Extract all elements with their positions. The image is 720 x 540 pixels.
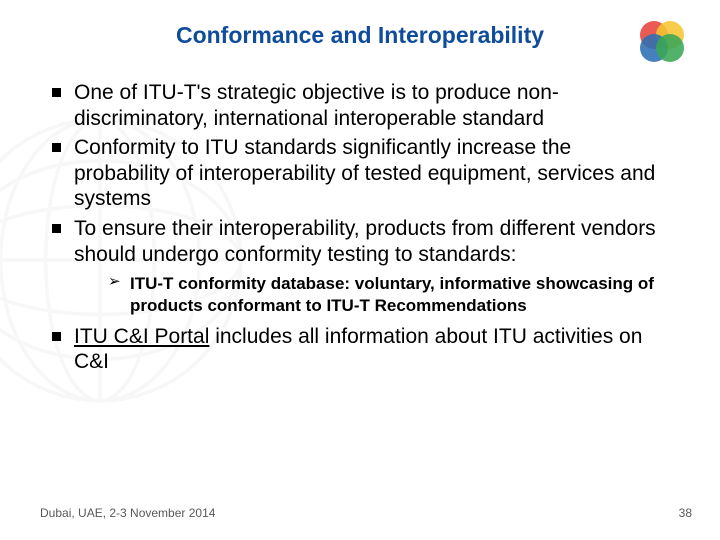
bullet-list: One of ITU-T's strategic objective is to…: [50, 80, 672, 375]
bullet-item: To ensure their interoperability, produc…: [50, 216, 672, 316]
slide-title: Conformance and Interoperability: [0, 22, 720, 49]
slide: Conformance and Interoperability One of …: [0, 0, 720, 540]
bullet-item: Conformity to ITU standards significantl…: [50, 135, 672, 212]
venn-logo-icon: [632, 18, 692, 64]
page-number: 38: [679, 506, 692, 520]
bullet-text: One of ITU-T's strategic objective is to…: [74, 81, 559, 130]
bullet-text: Conformity to ITU standards significantl…: [74, 136, 655, 210]
sub-bullet-item: ITU-T conformity database: voluntary, in…: [108, 273, 672, 316]
footer-location-date: Dubai, UAE, 2-3 November 2014: [40, 506, 215, 520]
bullet-text: To ensure their interoperability, produc…: [74, 217, 656, 266]
bullet-item: One of ITU-T's strategic objective is to…: [50, 80, 672, 131]
content-area: One of ITU-T's strategic objective is to…: [50, 80, 672, 379]
sub-bullet-list: ITU-T conformity database: voluntary, in…: [108, 273, 672, 316]
portal-link[interactable]: ITU C&I Portal: [74, 325, 209, 348]
sub-bullet-text: ITU-T conformity database: voluntary, in…: [130, 274, 654, 314]
bullet-item: ITU C&I Portal includes all information …: [50, 324, 672, 375]
